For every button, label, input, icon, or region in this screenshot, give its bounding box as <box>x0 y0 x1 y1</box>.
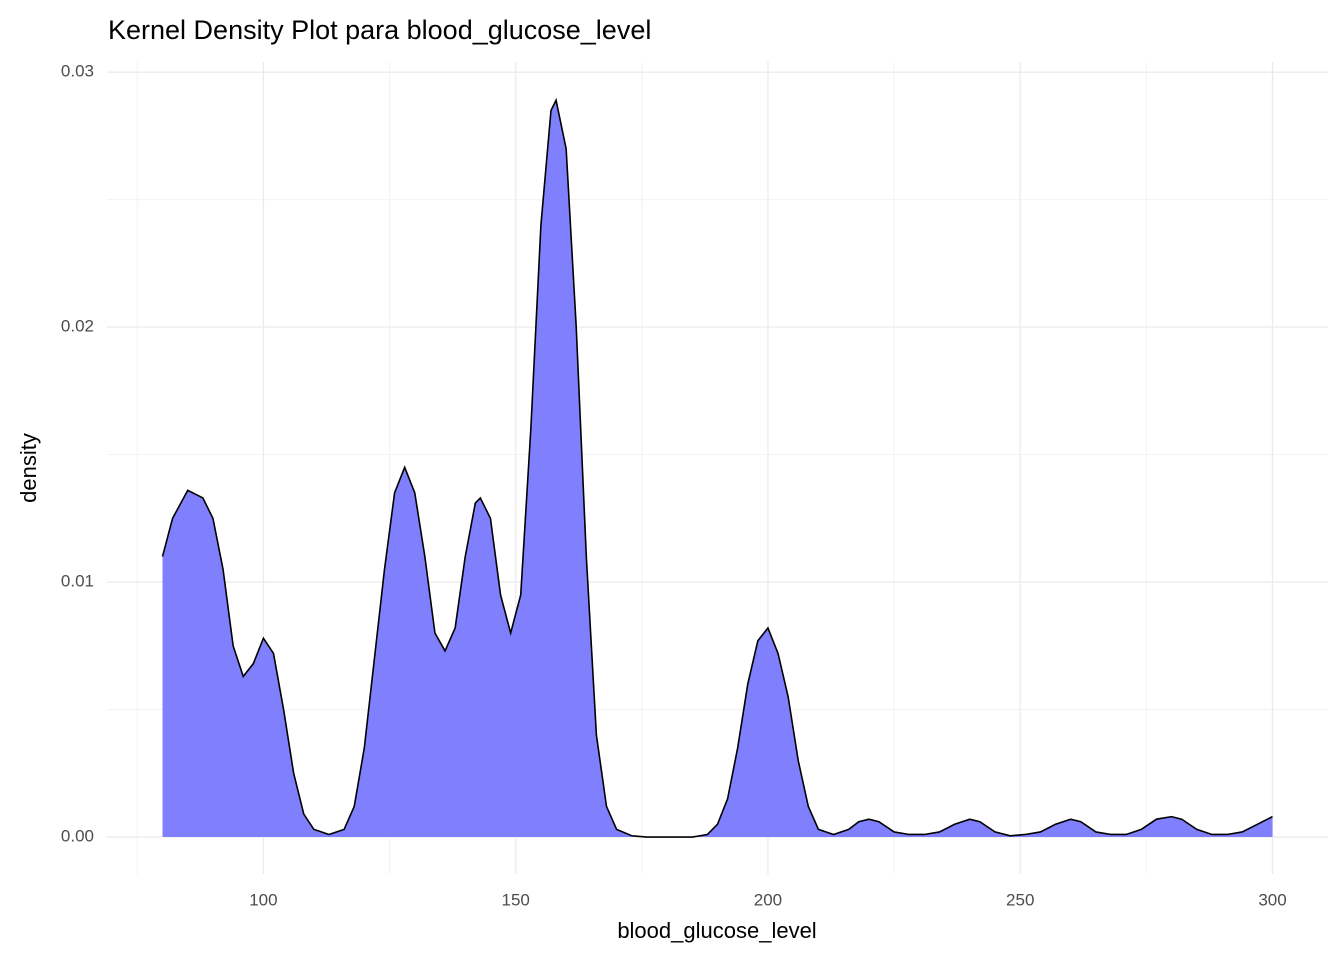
chart-title: Kernel Density Plot para blood_glucose_l… <box>108 15 651 45</box>
density-line <box>161 97 1273 838</box>
x-tick-label: 100 <box>249 890 277 909</box>
x-tick-label: 200 <box>754 890 782 909</box>
y-axis-label: density <box>16 433 41 503</box>
x-axis-label: blood_glucose_level <box>617 918 816 943</box>
density-area <box>162 100 1273 838</box>
y-tick-label: 0.01 <box>61 572 94 591</box>
x-tick-label: 250 <box>1006 890 1034 909</box>
x-tick-label: 150 <box>501 890 529 909</box>
y-tick-label: 0.00 <box>61 827 94 846</box>
x-tick-label: 300 <box>1258 890 1286 909</box>
y-tick-label: 0.02 <box>61 317 94 336</box>
y-tick-label: 0.03 <box>61 62 94 81</box>
